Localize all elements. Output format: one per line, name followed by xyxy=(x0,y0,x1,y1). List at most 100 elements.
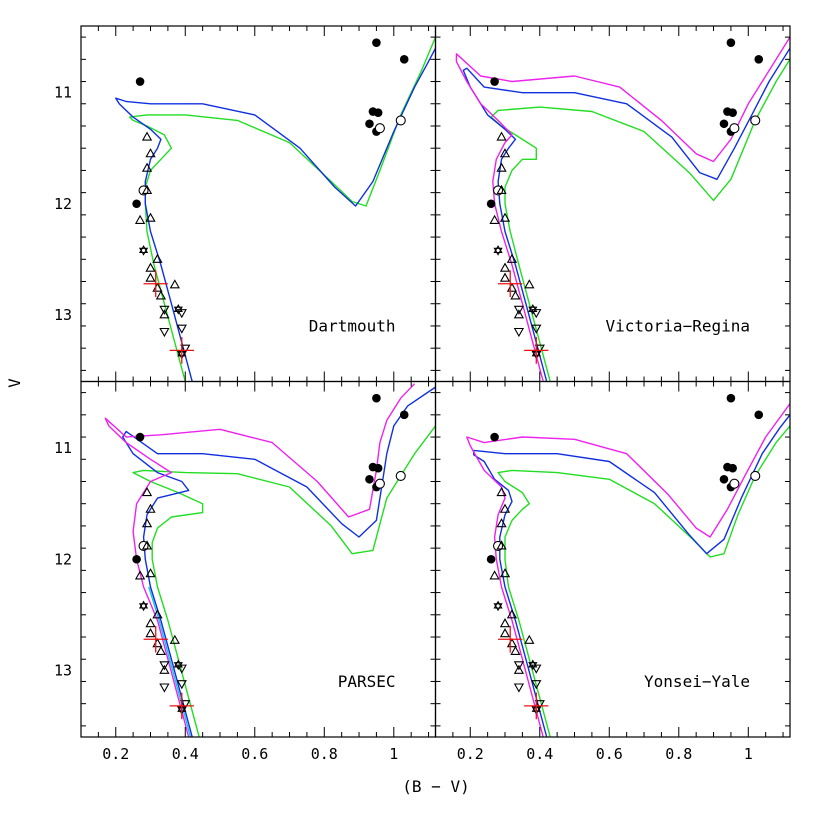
filled-circle-point xyxy=(399,410,409,420)
error-bar xyxy=(498,270,523,298)
triangle-up-point xyxy=(499,148,511,158)
filled-circle-point xyxy=(135,77,145,86)
open-circle-point xyxy=(395,115,406,126)
error-bar xyxy=(143,270,168,298)
triangle-up-point xyxy=(141,486,153,497)
triangle-up-point xyxy=(489,570,500,580)
open-circle-point xyxy=(750,470,761,481)
triangle-up-point xyxy=(496,131,507,141)
x-tick-label: 0.2 xyxy=(457,745,484,763)
triangle-up-point xyxy=(141,162,153,172)
triangle-up-point xyxy=(134,214,146,224)
filled-circle-point xyxy=(365,474,374,484)
isochrone-magenta xyxy=(455,36,790,382)
panel-3: PARSEC xyxy=(104,383,436,737)
triangle-down-point xyxy=(513,683,525,693)
triangle-down-point xyxy=(176,664,187,674)
filled-circle-point xyxy=(490,77,499,86)
x-tick-label: 0.4 xyxy=(172,745,199,763)
x-tick-label: 0.2 xyxy=(102,745,129,763)
triangle-down-point xyxy=(176,680,187,690)
open-circle-point xyxy=(729,123,740,134)
triangle-up-point xyxy=(524,634,535,644)
filled-circle-point xyxy=(754,410,764,420)
triangle-up-point xyxy=(145,262,156,272)
triangle-up-point xyxy=(145,148,156,158)
isochrone-cyan xyxy=(148,586,192,737)
axis-tick-labels: 11 12 13 11 12 13 0.2 0.4 0.6 0.8 1 0.2 0.4 0.6 0.8 1 xyxy=(54,84,753,763)
isochrone-blue xyxy=(473,414,790,737)
isochrone-blue xyxy=(122,386,436,737)
triangle-down-point xyxy=(159,327,170,338)
panel-label: Yonsei−Yale xyxy=(644,672,750,691)
triangle-up-point xyxy=(141,131,153,141)
triangle-up-point xyxy=(499,568,511,578)
panel-frames xyxy=(80,25,791,738)
star-point xyxy=(528,303,538,315)
filled-circle-point xyxy=(132,554,141,564)
star-point xyxy=(493,600,503,612)
triangle-up-point xyxy=(145,212,156,222)
filled-circle-point xyxy=(754,55,764,64)
triangle-down-point xyxy=(534,344,545,354)
triangle-up-point xyxy=(145,618,156,628)
triangle-up-point xyxy=(499,628,511,638)
x-tick-label: 0.6 xyxy=(241,745,268,763)
open-circle-point xyxy=(750,115,761,126)
open-circle-point xyxy=(395,470,406,481)
triangle-up-point xyxy=(510,290,521,300)
triangle-up-point xyxy=(141,518,153,528)
triangle-up-point xyxy=(496,184,507,194)
y-axis-label: V xyxy=(5,378,24,388)
triangle-up-point xyxy=(141,540,153,550)
x-tick-label: 1 xyxy=(744,745,753,763)
triangle-up-point xyxy=(496,162,507,172)
filled-circle-point xyxy=(728,108,737,117)
triangle-down-point xyxy=(176,309,187,319)
panel-ticks xyxy=(435,381,790,737)
error-bar xyxy=(524,337,549,364)
panel-ticks xyxy=(435,26,790,382)
triangle-down-point xyxy=(531,664,542,674)
filled-circle-point xyxy=(372,38,381,47)
triangle-up-point xyxy=(152,253,163,263)
error-bar xyxy=(524,692,549,720)
triangle-up-point xyxy=(506,253,518,263)
star-point xyxy=(173,659,183,671)
panel-ticks xyxy=(81,26,436,382)
error-bar xyxy=(498,625,523,653)
isochrone-green xyxy=(490,58,790,382)
triangle-down-point xyxy=(159,661,170,671)
triangle-up-point xyxy=(145,568,156,578)
y-tick-label: 11 xyxy=(54,439,72,457)
triangle-up-point xyxy=(499,618,511,628)
isochrone-blue xyxy=(115,47,436,382)
filled-circle-point xyxy=(719,474,729,484)
star-point xyxy=(528,659,538,671)
filled-circle-point xyxy=(372,393,381,403)
filled-circle-point xyxy=(132,199,141,209)
isochrone-green xyxy=(129,36,436,382)
triangle-up-point xyxy=(155,290,167,300)
triangle-down-point xyxy=(180,344,191,354)
triangle-up-point xyxy=(506,638,518,648)
triangle-up-point xyxy=(513,309,525,319)
triangle-up-point xyxy=(159,664,170,674)
observed-stars xyxy=(132,38,409,364)
triangle-up-point xyxy=(513,664,525,674)
error-bar xyxy=(169,337,194,364)
triangle-up-point xyxy=(152,638,163,648)
x-tick-label: 0.6 xyxy=(596,745,623,763)
filled-circle-point xyxy=(719,119,729,129)
triangle-down-point xyxy=(531,309,542,319)
triangle-up-point xyxy=(152,609,163,619)
filled-circle-point xyxy=(726,393,736,403)
isochrone-curves xyxy=(115,36,436,382)
error-bar xyxy=(169,692,194,720)
triangle-up-point xyxy=(496,540,507,550)
triangle-up-point xyxy=(499,503,511,513)
triangle-up-point xyxy=(169,279,180,289)
filled-circle-point xyxy=(373,463,383,473)
open-circle-point xyxy=(374,478,385,489)
